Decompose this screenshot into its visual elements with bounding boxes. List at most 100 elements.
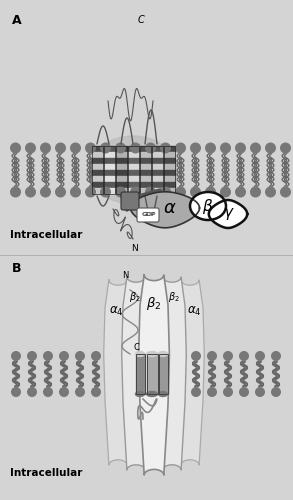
Bar: [163, 146, 175, 194]
Circle shape: [191, 351, 201, 361]
Circle shape: [55, 142, 66, 154]
Bar: [91, 170, 103, 176]
Bar: [151, 176, 163, 182]
Circle shape: [190, 186, 201, 198]
Bar: [127, 170, 139, 176]
Circle shape: [205, 142, 216, 154]
Text: C: C: [138, 15, 144, 25]
Circle shape: [75, 351, 85, 361]
Circle shape: [191, 387, 201, 397]
Bar: [139, 146, 151, 152]
Text: Intracellular: Intracellular: [10, 230, 82, 240]
FancyBboxPatch shape: [121, 192, 139, 210]
Bar: [163, 176, 175, 182]
Bar: [139, 170, 151, 176]
Circle shape: [100, 186, 111, 198]
Circle shape: [220, 186, 231, 198]
Bar: [115, 146, 127, 194]
Circle shape: [280, 186, 291, 198]
Circle shape: [100, 142, 111, 154]
Circle shape: [85, 186, 96, 198]
Bar: [146, 354, 158, 394]
Text: N: N: [132, 244, 138, 253]
Bar: [115, 176, 127, 182]
Circle shape: [250, 186, 261, 198]
Bar: [103, 182, 115, 188]
Bar: [127, 164, 139, 170]
Circle shape: [75, 387, 85, 397]
Circle shape: [25, 186, 36, 198]
Bar: [115, 164, 127, 170]
Bar: [127, 152, 139, 158]
Bar: [151, 146, 163, 194]
Bar: [139, 158, 151, 164]
Circle shape: [43, 387, 53, 397]
Bar: [139, 188, 151, 194]
Bar: [135, 354, 144, 394]
Ellipse shape: [146, 352, 158, 356]
Bar: [139, 146, 151, 194]
Circle shape: [145, 142, 156, 154]
Circle shape: [130, 186, 141, 198]
Bar: [139, 182, 151, 188]
Circle shape: [265, 142, 276, 154]
Bar: [163, 188, 175, 194]
Bar: [115, 182, 127, 188]
Circle shape: [250, 142, 261, 154]
Bar: [139, 152, 151, 158]
Circle shape: [271, 351, 281, 361]
Polygon shape: [158, 277, 186, 470]
Text: GDP: GDP: [141, 212, 155, 218]
Polygon shape: [130, 192, 200, 228]
Circle shape: [70, 142, 81, 154]
Bar: [103, 164, 115, 170]
Bar: [115, 170, 127, 176]
Circle shape: [160, 186, 171, 198]
Text: A: A: [12, 14, 22, 27]
Polygon shape: [122, 277, 150, 470]
Bar: [91, 146, 103, 194]
Text: $\alpha_4$: $\alpha_4$: [187, 305, 201, 318]
Bar: [163, 152, 175, 158]
Bar: [151, 182, 163, 188]
Bar: [163, 146, 175, 152]
Circle shape: [160, 142, 171, 154]
Circle shape: [280, 142, 291, 154]
Bar: [151, 188, 163, 194]
Circle shape: [223, 387, 233, 397]
Circle shape: [40, 186, 51, 198]
Circle shape: [175, 186, 186, 198]
Bar: [91, 188, 103, 194]
Text: GDP: GDP: [142, 212, 156, 216]
Polygon shape: [209, 200, 247, 228]
Text: $\alpha_4$: $\alpha_4$: [109, 305, 123, 318]
Bar: [103, 146, 115, 194]
Circle shape: [70, 186, 81, 198]
Circle shape: [220, 142, 231, 154]
Circle shape: [175, 142, 186, 154]
Circle shape: [239, 387, 249, 397]
Bar: [115, 188, 127, 194]
Bar: [127, 158, 139, 164]
Text: B: B: [12, 262, 21, 275]
Circle shape: [40, 142, 51, 154]
Circle shape: [10, 142, 21, 154]
Circle shape: [271, 387, 281, 397]
Bar: [103, 158, 115, 164]
Bar: [127, 146, 139, 152]
Circle shape: [235, 142, 246, 154]
Bar: [151, 146, 163, 152]
Text: $\beta_2$: $\beta_2$: [146, 295, 162, 312]
Circle shape: [190, 142, 201, 154]
Circle shape: [223, 351, 233, 361]
Text: $\alpha$: $\alpha$: [163, 199, 177, 217]
Circle shape: [115, 186, 126, 198]
Bar: [115, 152, 127, 158]
Text: $\beta$: $\beta$: [202, 196, 214, 216]
Bar: [135, 354, 144, 394]
Circle shape: [43, 351, 53, 361]
Bar: [163, 182, 175, 188]
Circle shape: [27, 387, 37, 397]
Circle shape: [25, 142, 36, 154]
Ellipse shape: [159, 352, 168, 356]
